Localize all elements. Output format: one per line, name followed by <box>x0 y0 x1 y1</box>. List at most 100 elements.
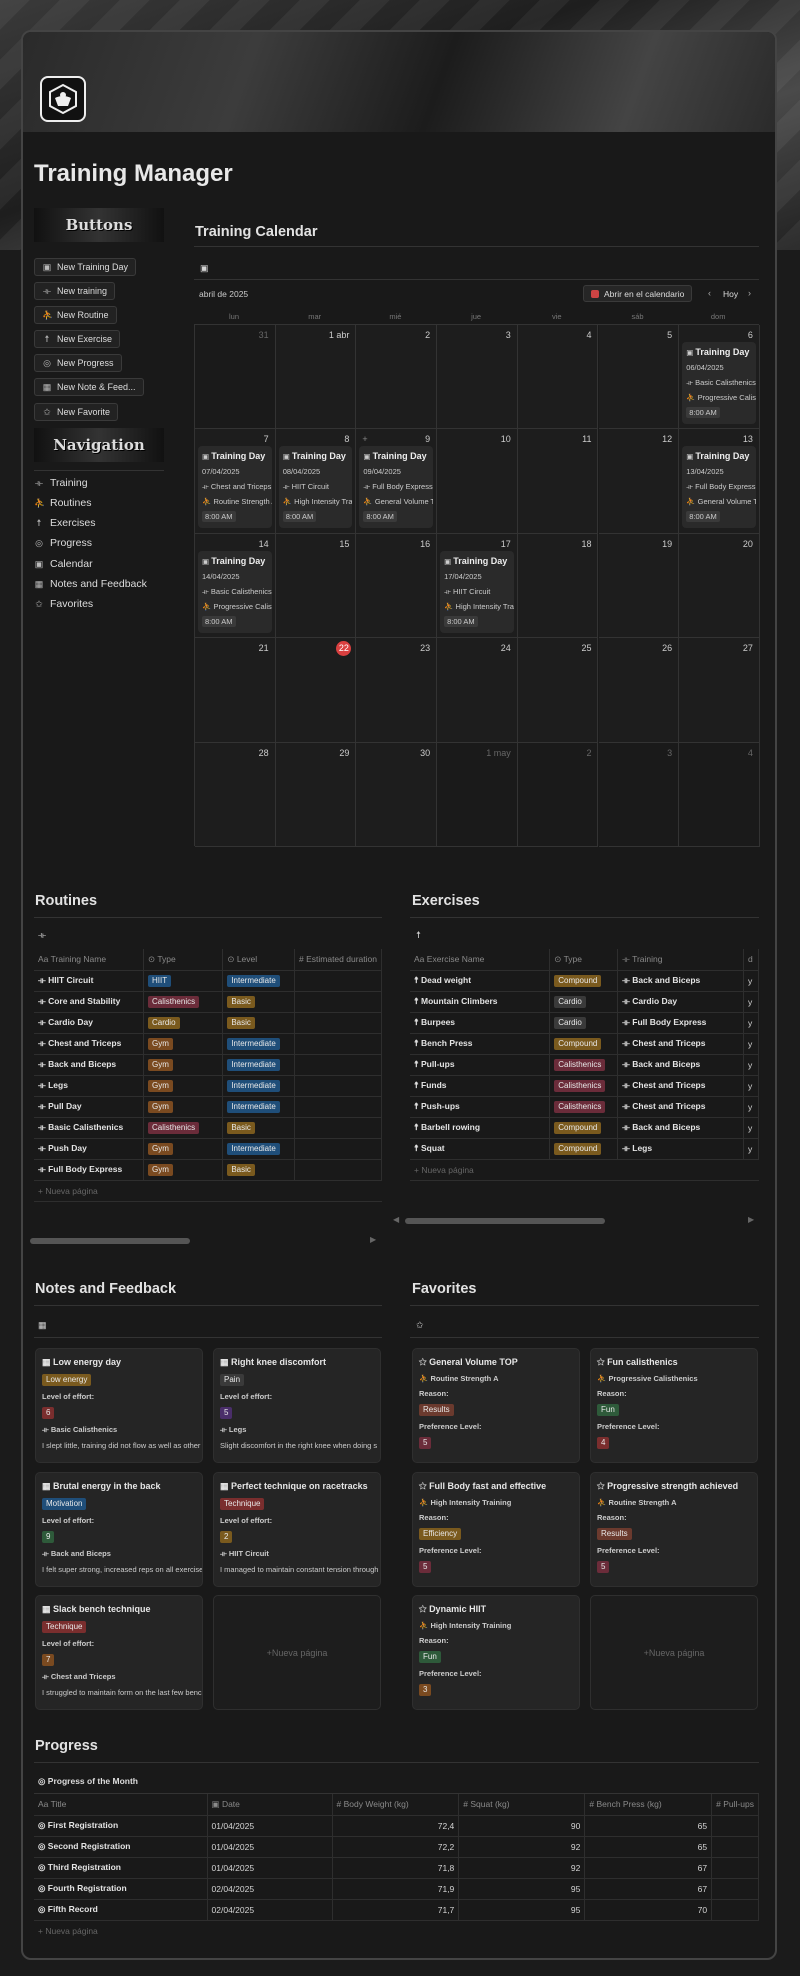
calendar-event-card[interactable]: ▣ Training Day 13/04/2025 ⟛ Full Body Ex… <box>682 446 756 529</box>
table-row[interactable]: ⟛ Pull Day Gym Intermediate <box>34 1096 383 1118</box>
calendar-day-cell[interactable]: 1 abr <box>275 325 357 430</box>
calendar-day-cell[interactable]: 26 <box>598 638 680 743</box>
note-card[interactable]: ▦ Slack bench technique Technique Level … <box>35 1595 203 1710</box>
table-row[interactable]: ☨ Barbell rowing Compound ⟛ Back and Bicep… <box>410 1117 760 1139</box>
note-card[interactable]: ▦ Right knee discomfort Pain Level of ef… <box>213 1348 381 1463</box>
prev-month-icon[interactable]: ‹ <box>708 288 711 298</box>
scroll-right-icon[interactable]: ▶ <box>370 1235 377 1244</box>
table-row[interactable]: ☨ Bench Press Compound ⟛ Chest and Triceps… <box>410 1033 760 1055</box>
calendar-event-card[interactable]: ▣ Training Day 14/04/2025 ⟛ Basic Calist… <box>198 550 272 633</box>
favorite-card[interactable]: ✩ Progressive strength achieved ⛹ Routin… <box>590 1472 758 1587</box>
nav-item-calendar[interactable]: ▣ Calendar <box>34 558 93 570</box>
calendar-day-cell[interactable]: 2 <box>517 742 599 847</box>
calendar-day-cell[interactable]: 5 <box>598 325 680 430</box>
table-row[interactable]: ⟛ Basic Calisthenics Calisthenics Basic <box>34 1117 383 1139</box>
table-row[interactable]: ⟛ Core and Stability Calisthenics Basic <box>34 991 383 1013</box>
calendar-event-card[interactable]: ▣ Training Day 09/04/2025 ⟛ Full Body Ex… <box>359 446 434 529</box>
new-page-button[interactable]: + Nueva página <box>590 1595 758 1710</box>
scroll-left-icon[interactable]: ◀ <box>393 1215 400 1224</box>
button-new-progress[interactable]: ◎ New Progress <box>34 354 122 372</box>
today-button[interactable]: Hoy <box>723 289 739 299</box>
table-row[interactable]: ⟛ Legs Gym Intermediate <box>34 1075 383 1097</box>
table-row[interactable]: ◎ Fourth Registration 02/04/2025 71,9 95 67 <box>34 1878 759 1900</box>
calendar-day-cell[interactable]: 1 may <box>437 742 518 847</box>
exercises-scrollbar[interactable] <box>405 1218 605 1224</box>
calendar-day-cell[interactable]: 16 <box>356 533 438 639</box>
table-row[interactable]: ⟛ Cardio Day Cardio Basic <box>34 1012 383 1034</box>
button-new-favorite[interactable]: ✩ New Favorite <box>34 403 119 421</box>
table-row[interactable]: ☨ Pull-ups Calisthenics ⟛ Back and Biceps y <box>410 1054 760 1076</box>
calendar-event-card[interactable]: ▣ Training Day 07/04/2025 ⟛ Chest and Tr… <box>198 446 272 529</box>
calendar-day-cell[interactable]: 2 <box>356 325 438 430</box>
add-event-icon[interactable]: + <box>362 434 368 445</box>
button-new-training[interactable]: ⟛ New training <box>34 282 116 300</box>
note-card[interactable]: ▦ Perfect technique on racetracks Techni… <box>213 1472 381 1587</box>
calendar-day-cell[interactable]: 17 ▣ Training Day 17/04/2025 ⟛ HIIT Circu… <box>437 533 518 639</box>
calendar-day-cell[interactable]: 24 <box>437 638 518 743</box>
calendar-day-cell[interactable]: 4 <box>679 742 760 847</box>
nav-item-progress[interactable]: ◎ Progress <box>34 537 92 549</box>
table-row[interactable]: ☨ Dead weight Compound ⟛ Back and Biceps y <box>410 970 760 992</box>
table-row[interactable]: ☨ Squat Compound ⟛ Legs y <box>410 1138 760 1160</box>
nav-item-exercises[interactable]: ☨ Exercises <box>34 517 96 529</box>
new-page-button[interactable]: + Nueva página <box>213 1595 381 1710</box>
column-header[interactable]: # Estimated duration <box>294 949 383 971</box>
column-header[interactable]: ⊙ Type <box>549 949 619 971</box>
calendar-day-cell[interactable]: 13 ▣ Training Day 13/04/2025 ⟛ Full Body … <box>679 429 760 534</box>
column-header[interactable]: Aa Training Name <box>34 949 144 971</box>
calendar-day-cell[interactable]: 31 <box>195 325 276 430</box>
table-row[interactable]: ⟛ Full Body Express Gym Basic <box>34 1159 383 1181</box>
calendar-event-card[interactable]: ▣ Training Day 06/04/2025 ⟛ Basic Calist… <box>682 342 756 424</box>
calendar-day-cell[interactable]: 3 <box>437 325 518 430</box>
calendar-day-cell[interactable]: 18 <box>517 533 599 639</box>
next-month-icon[interactable]: › <box>748 288 751 298</box>
nav-item-notes-and-feedback[interactable]: ▦ Notes and Feedback <box>34 578 147 590</box>
column-header[interactable]: d <box>743 949 760 971</box>
button-new-exercise[interactable]: ☨ New Exercise <box>34 330 121 348</box>
table-row[interactable]: ◎ First Registration 01/04/2025 72,4 90 65 <box>34 1815 759 1837</box>
button-new-note-feed[interactable]: ▦ New Note & Feed... <box>34 378 144 396</box>
column-header[interactable]: Aa Title <box>34 1794 208 1816</box>
calendar-day-cell[interactable]: 25 <box>517 638 599 743</box>
calendar-day-cell[interactable]: 7 ▣ Training Day 07/04/2025 ⟛ Chest and T… <box>195 429 276 534</box>
button-new-training-day[interactable]: ▣ New Training Day <box>34 258 137 276</box>
table-row[interactable]: ◎ Second Registration 01/04/2025 72,2 92 65 <box>34 1836 759 1858</box>
open-calendar-button[interactable]: Abrir en el calendario <box>583 285 693 302</box>
calendar-day-cell[interactable]: 28 <box>195 742 276 847</box>
calendar-day-cell[interactable]: 10 <box>437 429 518 534</box>
routines-scrollbar[interactable] <box>30 1238 190 1244</box>
new-page-button[interactable]: + Nueva página <box>34 1180 382 1202</box>
calendar-day-cell[interactable]: 3 <box>598 742 680 847</box>
calendar-day-cell[interactable]: 21 <box>195 638 276 743</box>
table-row[interactable]: ⟛ Push Day Gym Intermediate <box>34 1138 383 1160</box>
table-row[interactable]: ⟛ Chest and Triceps Gym Intermediate <box>34 1033 383 1055</box>
calendar-day-cell[interactable]: 29 <box>275 742 357 847</box>
favorite-card[interactable]: ✩ Fun calisthenics ⛹ Progressive Calisth… <box>590 1348 758 1463</box>
column-header[interactable]: ⊙ Type <box>143 949 224 971</box>
calendar-day-cell[interactable]: 12 <box>598 429 680 534</box>
scroll-right-icon[interactable]: ▶ <box>748 1215 755 1224</box>
column-header[interactable]: # Pull-ups <box>711 1794 759 1816</box>
calendar-day-cell[interactable]: 23 <box>356 638 438 743</box>
column-header[interactable]: # Body Weight (kg) <box>332 1794 460 1816</box>
column-header[interactable]: # Squat (kg) <box>458 1794 586 1816</box>
calendar-day-cell[interactable]: 14 ▣ Training Day 14/04/2025 ⟛ Basic Cali… <box>195 533 276 639</box>
table-row[interactable]: ☨ Burpees Cardio ⟛ Full Body Express y <box>410 1012 760 1034</box>
calendar-day-cell[interactable]: 30 <box>356 742 438 847</box>
table-row[interactable]: ☨ Mountain Climbers Cardio ⟛ Cardio Day y <box>410 991 760 1013</box>
note-card[interactable]: ▦ Brutal energy in the back Motivation L… <box>35 1472 203 1587</box>
new-page-button[interactable]: + Nueva página <box>38 1925 98 1936</box>
calendar-day-cell[interactable]: 8 ▣ Training Day 08/04/2025 ⟛ HIIT Circui… <box>275 429 357 534</box>
calendar-day-cell[interactable]: 9 + ▣ Training Day 09/04/2025 ⟛ Full Body … <box>356 429 438 534</box>
calendar-day-cell[interactable]: 11 <box>517 429 599 534</box>
note-card[interactable]: ▦ Low energy day Low energy Level of eff… <box>35 1348 203 1463</box>
calendar-day-cell[interactable]: 4 <box>517 325 599 430</box>
column-header[interactable]: ▣ Date <box>207 1794 333 1816</box>
calendar-day-cell[interactable]: 19 <box>598 533 680 639</box>
nav-item-favorites[interactable]: ✩ Favorites <box>34 598 93 610</box>
calendar-event-card[interactable]: ▣ Training Day 17/04/2025 ⟛ HIIT Circuit… <box>440 550 514 633</box>
progress-view-tab[interactable]: ◎ Progress of the Month <box>38 1776 138 1786</box>
calendar-day-cell[interactable]: 27 <box>679 638 760 743</box>
table-row[interactable]: ◎ Fifth Record 02/04/2025 71,7 95 70 <box>34 1899 759 1921</box>
favorite-card[interactable]: ✩ Full Body fast and effective ⛹ High In… <box>412 1472 580 1587</box>
